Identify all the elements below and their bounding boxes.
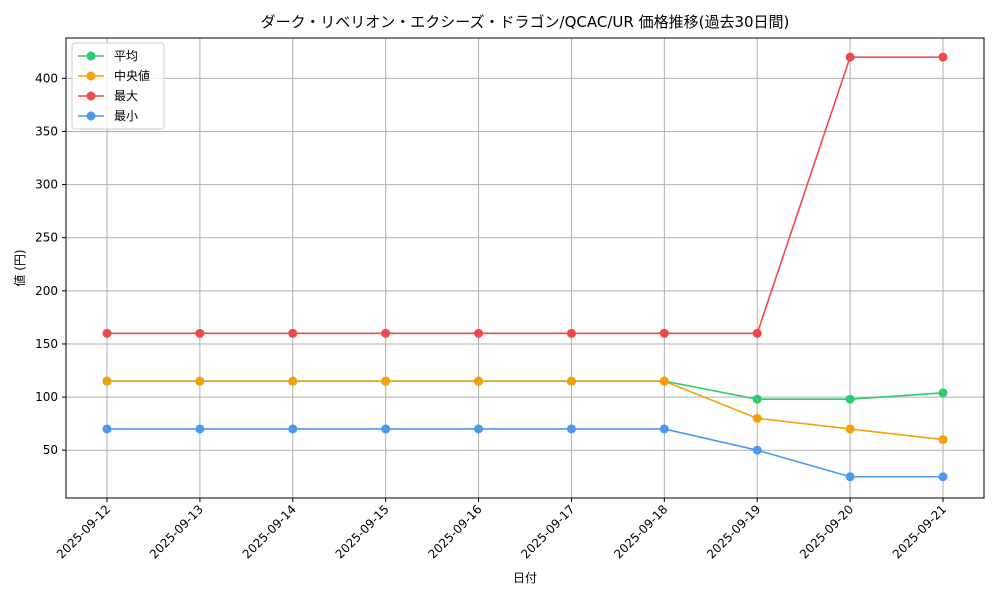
x-tick-label: 2025-09-20 bbox=[797, 502, 856, 561]
y-tick-label: 100 bbox=[35, 390, 58, 404]
x-tick-label: 2025-09-15 bbox=[333, 502, 392, 561]
y-tick-label: 150 bbox=[35, 337, 58, 351]
data-point bbox=[102, 376, 112, 386]
series-layer bbox=[102, 52, 948, 482]
data-point bbox=[659, 424, 669, 434]
legend-label: 平均 bbox=[114, 49, 138, 63]
data-point bbox=[566, 328, 576, 338]
data-point bbox=[381, 328, 391, 338]
data-point bbox=[752, 328, 762, 338]
x-tick-label: 2025-09-14 bbox=[240, 502, 299, 561]
chart-title: ダーク・リベリオン・エクシーズ・ドラゴン/QCAC/UR 価格推移(過去30日間… bbox=[261, 13, 790, 31]
x-tick-label: 2025-09-12 bbox=[54, 502, 113, 561]
legend-box bbox=[71, 42, 165, 130]
data-point bbox=[752, 413, 762, 423]
ticks: 2025-09-12 2025-09-13 2025-09-14 2025-09-15… bbox=[35, 71, 949, 561]
data-point bbox=[566, 424, 576, 434]
data-point bbox=[381, 376, 391, 386]
legend-marker bbox=[86, 91, 96, 101]
y-axis-label: 値 (円) bbox=[12, 249, 27, 286]
x-tick-label: 2025-09-19 bbox=[704, 502, 763, 561]
x-tick-label: 2025-09-16 bbox=[425, 502, 484, 561]
data-point bbox=[288, 328, 298, 338]
data-point bbox=[938, 472, 948, 482]
series-2 bbox=[102, 52, 948, 338]
data-point bbox=[566, 376, 576, 386]
grid bbox=[66, 38, 984, 498]
series-line bbox=[107, 380, 944, 401]
series-3 bbox=[102, 424, 948, 482]
series-line bbox=[107, 428, 943, 478]
y-tick-label: 200 bbox=[35, 284, 58, 298]
y-tick-label: 300 bbox=[35, 178, 58, 192]
data-point bbox=[288, 376, 298, 386]
x-tick-label: 2025-09-18 bbox=[611, 502, 670, 561]
x-tick-label: 2025-09-13 bbox=[147, 502, 206, 561]
y-tick-label: 50 bbox=[43, 443, 58, 457]
data-point bbox=[195, 424, 205, 434]
x-tick-label: 2025-09-21 bbox=[890, 502, 949, 561]
legend-marker bbox=[86, 71, 96, 81]
series-line bbox=[107, 380, 944, 441]
y-tick-label: 400 bbox=[35, 71, 58, 85]
data-point bbox=[752, 445, 762, 455]
legend-marker bbox=[86, 51, 96, 61]
legend-marker bbox=[86, 111, 96, 121]
data-point bbox=[845, 472, 855, 482]
data-point bbox=[845, 394, 855, 404]
data-point bbox=[474, 376, 484, 386]
x-tick-label: 2025-09-17 bbox=[518, 502, 577, 561]
y-tick-label: 350 bbox=[35, 124, 58, 138]
data-point bbox=[195, 376, 205, 386]
data-point bbox=[381, 424, 391, 434]
data-point bbox=[938, 52, 948, 62]
x-axis-label: 日付 bbox=[513, 571, 537, 585]
data-point bbox=[195, 328, 205, 338]
data-point bbox=[659, 328, 669, 338]
legend-label: 最小 bbox=[114, 109, 138, 123]
data-point bbox=[288, 424, 298, 434]
data-point bbox=[474, 424, 484, 434]
data-point bbox=[474, 328, 484, 338]
data-point bbox=[752, 394, 762, 404]
data-point bbox=[102, 328, 112, 338]
data-point bbox=[845, 424, 855, 434]
data-point bbox=[659, 376, 669, 386]
legend-label: 中央値 bbox=[114, 68, 150, 83]
plot-frame bbox=[65, 37, 985, 499]
data-point bbox=[102, 424, 112, 434]
data-point bbox=[938, 388, 948, 398]
series-line bbox=[107, 56, 943, 335]
series-1 bbox=[102, 376, 948, 445]
y-tick-label: 250 bbox=[35, 231, 58, 245]
data-point bbox=[845, 52, 855, 62]
data-point bbox=[938, 435, 948, 445]
legend-label: 最大 bbox=[114, 89, 138, 103]
